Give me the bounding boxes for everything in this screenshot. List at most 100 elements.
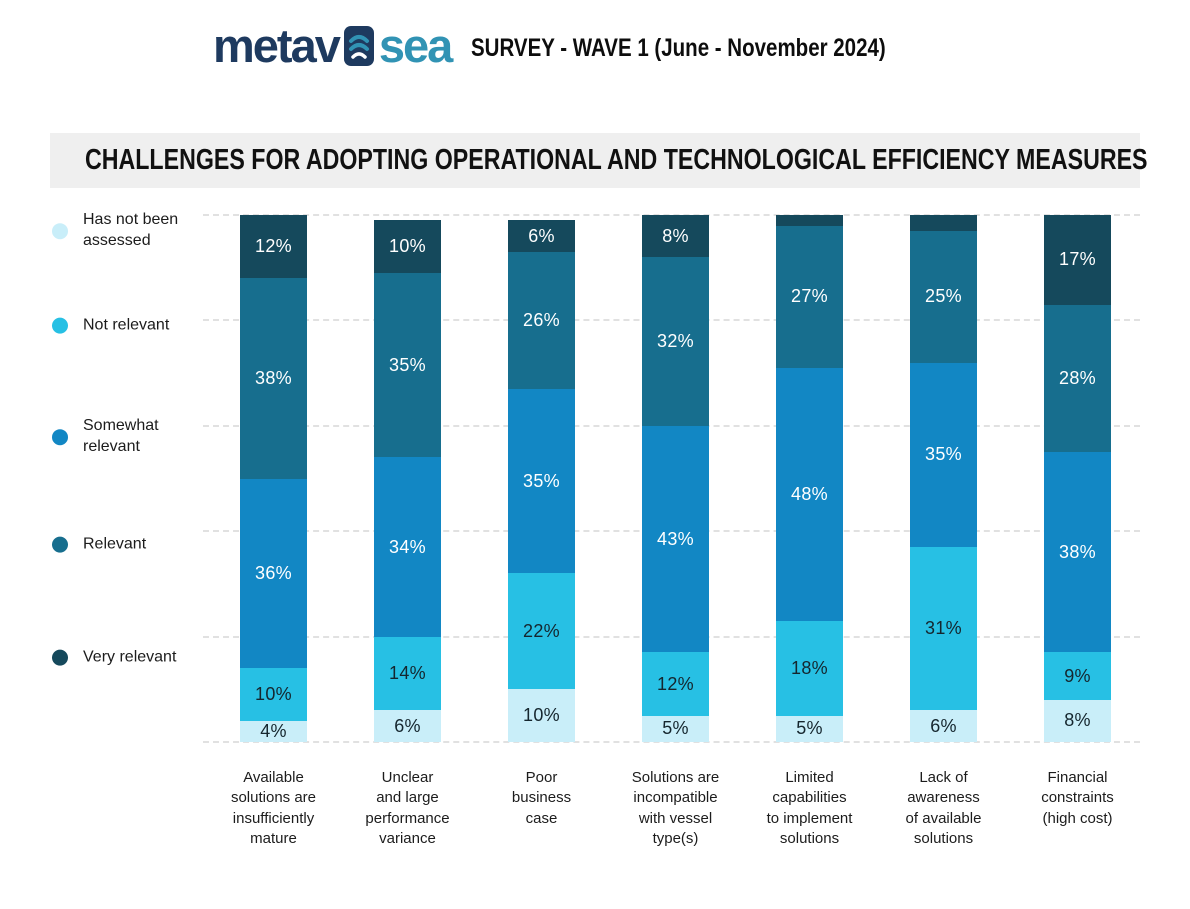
segment-value-label: 35%: [389, 354, 426, 375]
legend-dot-has-not-been-assessed: [52, 223, 68, 239]
segment-somewhat-relevant: 43%: [642, 425, 709, 653]
segment-value-label: 6%: [394, 715, 421, 736]
segment-value-label: 32%: [657, 331, 694, 351]
segment-not-relevant: 12%: [642, 652, 709, 716]
legend-item-has-not-been-assessed: Has not been assessed: [52, 210, 195, 252]
chart-title-band: CHALLENGES FOR ADOPTING OPERATIONAL AND …: [50, 133, 1148, 188]
segment-value-label: 14%: [389, 663, 426, 683]
survey-wave-title: SURVEY - WAVE 1 (June - November 2024): [471, 34, 886, 62]
category-label-6: Lack of awareness of available solutions: [905, 769, 982, 847]
segment-relevant: 38%: [240, 278, 307, 479]
wave-chevrons-icon: [343, 25, 374, 66]
legend-dot-very-relevant: [52, 649, 68, 666]
segment-not-relevant: 9%: [1044, 652, 1111, 700]
segment-value-label: 18%: [791, 657, 828, 678]
segment-value-label: 10%: [523, 705, 560, 726]
segment-value-label: 17%: [1059, 249, 1096, 270]
legend-label: Very relevant: [83, 648, 177, 666]
bar-1: 4% 10% 36% 38% 12%: [240, 215, 307, 742]
segment-value-label: 31%: [925, 618, 962, 639]
segment-value-label: 22%: [523, 620, 560, 641]
segment-very-relevant: [910, 215, 977, 231]
metavasea-logo: metav sea: [212, 19, 453, 72]
segment-value-label: 38%: [255, 367, 292, 388]
segment-value-label: 36%: [255, 562, 292, 583]
segment-has-not-been-assessed: 6%: [374, 710, 441, 742]
segment-has-not-been-assessed: 4%: [240, 720, 307, 742]
bar-2: 6% 14% 34% 35% 10%: [374, 220, 441, 742]
header: metav sea SURVEY - WAVE 1 (June - Novemb…: [0, 22, 1190, 69]
segment-very-relevant: 6%: [508, 220, 575, 252]
segment-value-label: 5%: [662, 718, 689, 739]
segment-value-label: 5%: [796, 718, 823, 739]
segment-relevant: 27%: [776, 225, 843, 368]
segment-value-label: 43%: [657, 528, 694, 549]
segment-value-label: 12%: [657, 673, 694, 694]
legend-item-not-relevant: Not relevant: [52, 316, 195, 337]
segment-not-relevant: 18%: [776, 620, 843, 716]
category-label-4: Solutions are incompatible with vessel t…: [631, 769, 720, 847]
legend-label: Has not been assessed: [83, 211, 179, 249]
segment-very-relevant: [776, 215, 843, 226]
segment-value-label: 8%: [1064, 710, 1091, 731]
segment-somewhat-relevant: 35%: [508, 388, 575, 574]
chart-title: CHALLENGES FOR ADOPTING OPERATIONAL AND …: [85, 144, 1148, 176]
bar-5: 5% 18% 48% 27%: [776, 215, 843, 742]
segment-relevant: 32%: [642, 257, 709, 426]
bar-4: 5% 12% 43% 32% 8%: [642, 215, 709, 742]
segment-value-label: 12%: [255, 236, 292, 257]
segment-value-label: 28%: [1059, 367, 1096, 388]
segment-value-label: 35%: [925, 444, 962, 465]
bar-6: 6% 31% 35% 25%: [910, 215, 977, 742]
segment-relevant: 28%: [1044, 304, 1111, 453]
segment-value-label: 25%: [925, 286, 962, 307]
category-label-2: Unclear and large performance variance: [365, 769, 450, 847]
segment-very-relevant: 8%: [642, 215, 709, 258]
segment-somewhat-relevant: 48%: [776, 367, 843, 621]
segment-value-label: 38%: [1059, 541, 1096, 562]
segment-has-not-been-assessed: 5%: [776, 715, 843, 742]
segment-relevant: 35%: [374, 273, 441, 458]
segment-somewhat-relevant: 34%: [374, 457, 441, 637]
segment-value-label: 35%: [523, 470, 560, 491]
segment-relevant: 25%: [910, 230, 977, 363]
segment-not-relevant: 22%: [508, 573, 575, 690]
segment-very-relevant: 12%: [240, 215, 307, 279]
legend-item-relevant: Relevant: [52, 535, 195, 556]
segment-somewhat-relevant: 35%: [910, 362, 977, 548]
segment-value-label: 10%: [255, 684, 292, 705]
segment-value-label: 9%: [1064, 665, 1091, 686]
segment-somewhat-relevant: 36%: [240, 478, 307, 669]
category-label-1: Available solutions are insufficiently m…: [230, 769, 317, 847]
segment-somewhat-relevant: 38%: [1044, 452, 1111, 653]
category-label-7: Financial constraints (high cost): [1041, 769, 1114, 827]
segment-value-label: 26%: [523, 309, 560, 330]
segment-value-label: 10%: [389, 236, 426, 257]
logo-text-metav: metav: [212, 19, 341, 72]
segment-has-not-been-assessed: 10%: [508, 689, 575, 742]
gridline-0: [203, 741, 1140, 743]
segment-value-label: 4%: [260, 720, 287, 741]
legend-label: Somewhat relevant: [83, 417, 159, 455]
bar-7: 8% 9% 38% 28% 17%: [1044, 215, 1111, 742]
segment-value-label: 6%: [930, 715, 957, 736]
legend-item-very-relevant: Very relevant: [52, 648, 195, 669]
segment-not-relevant: 14%: [374, 636, 441, 711]
gridline-100: [203, 214, 1140, 216]
legend-item-somewhat-relevant: Somewhat relevant: [52, 416, 195, 458]
category-label-5: Limited capabilities to implement soluti…: [766, 769, 853, 847]
segment-value-label: 27%: [791, 286, 828, 307]
legend-label: Relevant: [83, 535, 147, 553]
category-label-3: Poor business case: [511, 769, 572, 827]
segment-not-relevant: 31%: [910, 547, 977, 711]
segment-has-not-been-assessed: 8%: [1044, 699, 1111, 742]
segment-very-relevant: 10%: [374, 220, 441, 274]
legend-dot-somewhat-relevant: [52, 429, 68, 445]
legend-label: Not relevant: [83, 316, 170, 334]
segment-value-label: 34%: [389, 536, 426, 557]
segment-value-label: 48%: [791, 483, 828, 504]
legend-dot-not-relevant: [52, 317, 68, 334]
segment-very-relevant: 17%: [1044, 215, 1111, 305]
